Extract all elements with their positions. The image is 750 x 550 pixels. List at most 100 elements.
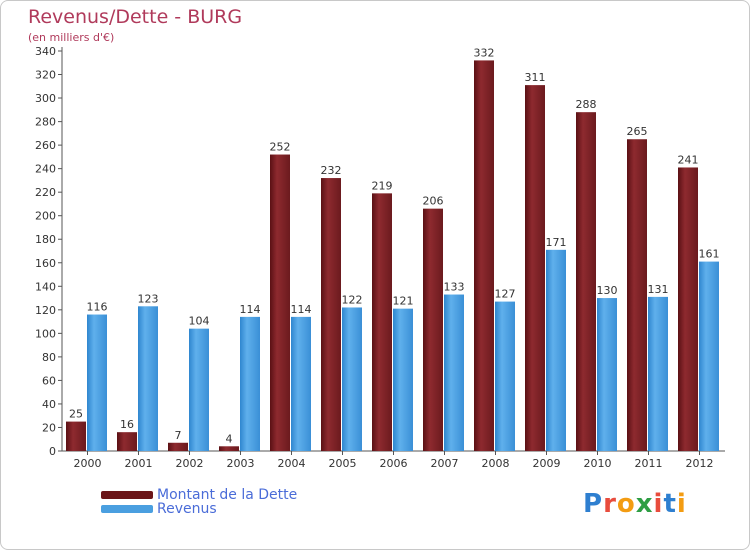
legend-item-revenus: Revenus: [101, 501, 217, 517]
x-tick-label-2006: 2006: [380, 457, 408, 470]
data-label-debt-2012: 241: [678, 153, 699, 166]
bar-debt-2006: [372, 193, 392, 451]
y-tick-label: 60: [42, 374, 56, 387]
data-label-debt-2001: 16: [120, 418, 134, 431]
y-tick-label: 240: [35, 163, 56, 176]
bar-revenus-2007: [444, 294, 464, 451]
data-label-debt-2003: 4: [226, 432, 233, 445]
data-label-debt-2005: 232: [321, 164, 342, 177]
data-label-revenus-2004: 114: [291, 303, 312, 316]
legend-label-revenus: Revenus: [157, 501, 217, 517]
bar-revenus-2006: [393, 308, 413, 451]
bar-revenus-2008: [495, 301, 515, 451]
y-tick-label: 280: [35, 116, 56, 129]
data-label-revenus-2005: 122: [342, 293, 363, 306]
legend-swatch-revenus: [101, 505, 153, 513]
x-tick-label-2000: 2000: [74, 457, 102, 470]
data-label-revenus-2012: 161: [699, 248, 720, 261]
x-tick-label-2005: 2005: [329, 457, 357, 470]
data-label-revenus-2009: 171: [546, 236, 567, 249]
legend-item-debt: Montant de la Dette: [101, 487, 297, 503]
y-tick-label: 20: [42, 421, 56, 434]
data-label-debt-2002: 7: [175, 429, 182, 442]
bar-debt-2003: [219, 446, 239, 451]
y-tick-label: 160: [35, 257, 56, 270]
bar-debt-2004: [270, 154, 290, 451]
bar-revenus-2010: [597, 298, 617, 451]
x-tick-label-2001: 2001: [125, 457, 153, 470]
bar-revenus-2002: [189, 328, 209, 451]
y-tick-label: 220: [35, 186, 56, 199]
bar-debt-2010: [576, 112, 596, 452]
y-tick-label: 140: [35, 280, 56, 293]
y-tick-label: 100: [35, 327, 56, 340]
chart-title: Revenus/Dette - BURG: [28, 6, 243, 28]
logo-letter: x: [635, 489, 654, 519]
logo-letter: t: [663, 489, 677, 519]
data-label-revenus-2011: 131: [648, 283, 669, 296]
y-tick-label: 80: [42, 351, 56, 364]
x-tick-label-2011: 2011: [635, 457, 663, 470]
data-label-debt-2011: 265: [627, 125, 648, 138]
data-label-revenus-2003: 114: [240, 303, 261, 316]
bar-debt-2005: [321, 178, 341, 451]
x-tick-label-2004: 2004: [278, 457, 306, 470]
data-label-debt-2007: 206: [423, 195, 444, 208]
data-label-revenus-2000: 116: [87, 301, 108, 314]
bar-debt-2002: [168, 442, 188, 451]
x-tick-label-2003: 2003: [227, 457, 255, 470]
y-tick-label: 180: [35, 233, 56, 246]
data-label-revenus-2002: 104: [189, 315, 210, 328]
bar-revenus-2003: [240, 316, 260, 451]
bar-revenus-2012: [699, 261, 719, 451]
logo-letter: P: [583, 489, 604, 519]
x-tick-label-2009: 2009: [533, 457, 561, 470]
data-label-debt-2008: 332: [474, 46, 495, 59]
bar-debt-2001: [117, 432, 137, 451]
bar-debt-2012: [678, 167, 698, 451]
logo-letter: o: [616, 489, 636, 519]
y-tick-label: 120: [35, 304, 56, 317]
logo-letter: r: [603, 489, 617, 519]
y-tick-label: 200: [35, 210, 56, 223]
y-tick-label: 340: [35, 45, 56, 58]
y-tick-label: 300: [35, 92, 56, 105]
legend-label-debt: Montant de la Dette: [157, 487, 298, 503]
bars: [66, 60, 719, 452]
data-label-revenus-2007: 133: [444, 281, 465, 294]
y-tick-label: 320: [35, 69, 56, 82]
data-labels: 25 116 16 123 7 104 4 114 252 114 232 122 219 121 206 1…: [69, 46, 720, 445]
data-label-debt-2004: 252: [270, 141, 291, 154]
data-label-revenus-2010: 130: [597, 284, 618, 297]
data-label-revenus-2008: 127: [495, 288, 516, 301]
chart-subtitle: (en milliers d'€): [28, 31, 115, 44]
bar-debt-2009: [525, 85, 545, 451]
bar-revenus-2000: [87, 314, 107, 451]
y-tick-label: 40: [42, 398, 56, 411]
data-label-debt-2000: 25: [69, 408, 83, 421]
y-tick-label: 0: [49, 445, 56, 458]
x-tick-label-2012: 2012: [686, 457, 714, 470]
bar-debt-2007: [423, 208, 443, 451]
bar-debt-2011: [627, 139, 647, 451]
bar-revenus-2001: [138, 306, 158, 451]
proxiti-logo: Proxiti: [583, 489, 687, 519]
logo-letter: i: [653, 489, 664, 519]
data-label-debt-2009: 311: [525, 71, 546, 84]
x-tick-label-2007: 2007: [431, 457, 459, 470]
y-tick-label: 260: [35, 139, 56, 152]
x-tick-label-2010: 2010: [584, 457, 612, 470]
logo-letter: i: [676, 489, 687, 519]
x-tick-label-2008: 2008: [482, 457, 510, 470]
bar-revenus-2009: [546, 249, 566, 451]
data-label-revenus-2001: 123: [138, 292, 159, 305]
x-tick-label-2002: 2002: [176, 457, 204, 470]
bar-revenus-2004: [291, 316, 311, 451]
bar-debt-2008: [474, 60, 494, 451]
bar-revenus-2011: [648, 296, 668, 451]
bar-debt-2000: [66, 421, 86, 451]
data-label-debt-2006: 219: [372, 179, 393, 192]
data-label-revenus-2006: 121: [393, 295, 414, 308]
